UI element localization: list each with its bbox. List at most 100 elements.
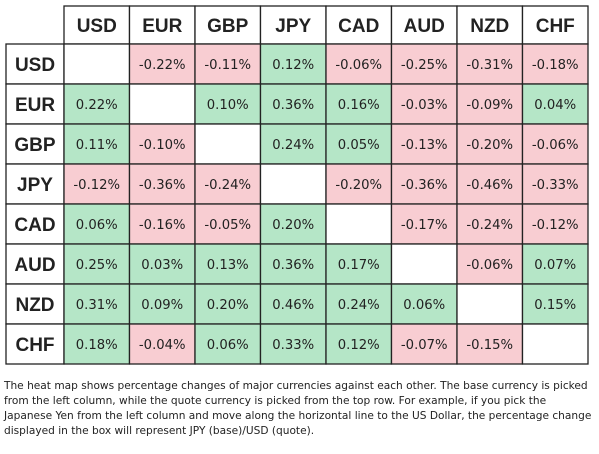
cell-label-nzd-aud: 0.06% <box>403 298 445 313</box>
cell-aud-usd <box>63 243 131 285</box>
column-label-gbp: GBP <box>207 16 249 37</box>
cell-label-nzd-eur: 0.09% <box>141 298 183 313</box>
cell-nzd-chf <box>521 283 589 325</box>
cell-label-nzd-cad: 0.24% <box>338 298 380 313</box>
row-label-usd: USD <box>15 55 55 76</box>
cell-usd-jpy <box>259 43 327 85</box>
row-label-cad: CAD <box>14 215 55 236</box>
cell-label-aud-usd: 0.25% <box>76 258 118 273</box>
cell-label-aud-chf: 0.07% <box>534 258 576 273</box>
cell-chf-nzd <box>456 323 524 365</box>
column-header-usd <box>63 5 131 45</box>
cell-label-chf-aud: -0.07% <box>401 338 448 353</box>
cell-aud-aud <box>390 243 458 285</box>
cell-eur-chf <box>521 83 589 125</box>
cell-gbp-eur <box>128 123 196 165</box>
cell-label-usd-cad: -0.06% <box>335 58 382 73</box>
cell-label-jpy-usd: -0.12% <box>73 178 120 193</box>
cell-label-chf-jpy: 0.33% <box>272 338 314 353</box>
heatmap-svg: USD EUR GBP JPY CAD AUD NZD CHF USD -0.22% -0.11% 0… <box>5 5 589 365</box>
column-label-nzd: NZD <box>470 16 509 37</box>
cell-usd-chf <box>521 43 589 85</box>
column-label-usd: USD <box>77 16 117 37</box>
cell-usd-aud <box>390 43 458 85</box>
cell-label-jpy-gbp: -0.24% <box>204 178 251 193</box>
cell-aud-nzd <box>456 243 524 285</box>
cell-label-jpy-aud: -0.36% <box>401 178 448 193</box>
cell-label-eur-nzd: -0.09% <box>466 98 513 113</box>
cell-chf-gbp <box>194 323 262 365</box>
column-label-chf: CHF <box>536 16 575 37</box>
cell-label-gbp-eur: -0.10% <box>139 138 186 153</box>
cell-cad-cad <box>325 203 393 245</box>
row-label-chf: CHF <box>15 335 54 356</box>
cell-label-chf-eur: -0.04% <box>139 338 186 353</box>
cell-label-usd-nzd: -0.31% <box>466 58 513 73</box>
currency-heatmap: USD EUR GBP JPY CAD AUD NZD CHF USD -0.22% -0.11% 0… <box>5 5 589 365</box>
column-header-eur <box>128 5 196 45</box>
cell-eur-jpy <box>259 83 327 125</box>
cell-jpy-cad <box>325 163 393 205</box>
cell-cad-nzd <box>456 203 524 245</box>
cell-label-gbp-nzd: -0.20% <box>466 138 513 153</box>
cell-label-eur-chf: 0.04% <box>534 98 576 113</box>
row-header-eur <box>5 83 65 125</box>
cell-gbp-cad <box>325 123 393 165</box>
cell-label-aud-gbp: 0.13% <box>207 258 249 273</box>
cell-chf-eur <box>128 323 196 365</box>
cell-nzd-jpy <box>259 283 327 325</box>
cell-label-nzd-jpy: 0.46% <box>272 298 314 313</box>
cell-usd-eur <box>128 43 196 85</box>
heatmap-caption: The heat map shows percentage changes of… <box>4 380 592 437</box>
cell-label-eur-aud: -0.03% <box>401 98 448 113</box>
cell-label-cad-jpy: 0.20% <box>272 218 314 233</box>
cell-label-aud-nzd: -0.06% <box>466 258 513 273</box>
row-header-aud <box>5 243 65 285</box>
cell-label-usd-jpy: 0.12% <box>272 58 314 73</box>
column-label-jpy: JPY <box>275 16 311 37</box>
cell-eur-usd <box>63 83 131 125</box>
column-header-chf <box>521 5 589 45</box>
cell-label-eur-cad: 0.16% <box>338 98 380 113</box>
column-header-aud <box>390 5 458 45</box>
cell-aud-chf <box>521 243 589 285</box>
cell-label-usd-eur: -0.22% <box>139 58 186 73</box>
cell-eur-gbp <box>194 83 262 125</box>
cell-label-gbp-jpy: 0.24% <box>272 138 314 153</box>
column-label-eur: EUR <box>142 16 182 37</box>
cell-jpy-chf <box>521 163 589 205</box>
cell-chf-usd <box>63 323 131 365</box>
cell-jpy-jpy <box>259 163 327 205</box>
row-label-aud: AUD <box>14 255 55 276</box>
cell-label-aud-jpy: 0.36% <box>272 258 314 273</box>
cell-label-eur-gbp: 0.10% <box>207 98 249 113</box>
cell-cad-chf <box>521 203 589 245</box>
row-label-eur: EUR <box>15 95 55 116</box>
cell-label-gbp-aud: -0.13% <box>401 138 448 153</box>
cell-eur-cad <box>325 83 393 125</box>
cell-jpy-gbp <box>194 163 262 205</box>
cell-label-jpy-cad: -0.20% <box>335 178 382 193</box>
cell-label-gbp-cad: 0.05% <box>338 138 380 153</box>
cell-eur-aud <box>390 83 458 125</box>
cell-label-cad-chf: -0.12% <box>532 218 579 233</box>
cell-label-chf-gbp: 0.06% <box>207 338 249 353</box>
cell-label-nzd-chf: 0.15% <box>534 298 576 313</box>
cell-label-usd-gbp: -0.11% <box>204 58 251 73</box>
cell-label-chf-usd: 0.18% <box>76 338 118 353</box>
cell-chf-cad <box>325 323 393 365</box>
cell-label-jpy-nzd: -0.46% <box>466 178 513 193</box>
cell-label-usd-chf: -0.18% <box>532 58 579 73</box>
cell-nzd-nzd <box>456 283 524 325</box>
cell-cad-usd <box>63 203 131 245</box>
cell-label-nzd-gbp: 0.20% <box>207 298 249 313</box>
cell-label-gbp-usd: 0.11% <box>76 138 118 153</box>
cell-label-cad-nzd: -0.24% <box>466 218 513 233</box>
cell-aud-eur <box>128 243 196 285</box>
cell-label-cad-usd: 0.06% <box>76 218 118 233</box>
cell-cad-aud <box>390 203 458 245</box>
cell-label-cad-gbp: -0.05% <box>204 218 251 233</box>
cell-label-gbp-chf: -0.06% <box>532 138 579 153</box>
cell-aud-cad <box>325 243 393 285</box>
column-label-aud: AUD <box>404 16 445 37</box>
